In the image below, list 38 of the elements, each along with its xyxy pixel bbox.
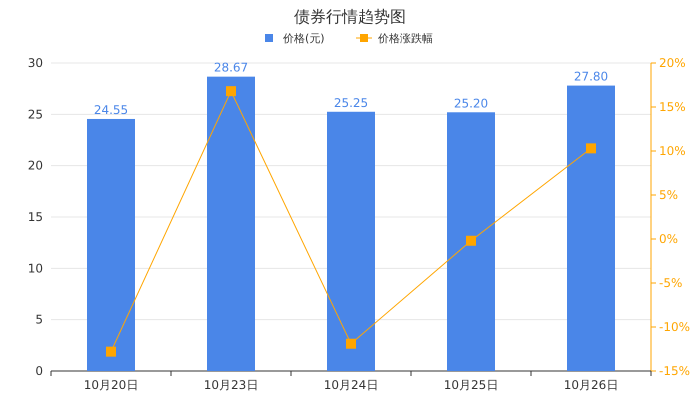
- y-tick-label: 0: [35, 364, 43, 378]
- legend-label: 价格涨跌幅: [377, 32, 433, 45]
- y2-tick-label: 0%: [659, 232, 678, 246]
- y2-tick-label: 20%: [659, 56, 686, 70]
- y-tick-label: 25: [28, 107, 43, 122]
- data-label: 24.55: [94, 102, 128, 117]
- y-tick-label: 15: [28, 210, 43, 224]
- bar: [447, 112, 495, 371]
- point: [466, 236, 476, 246]
- bar: [207, 76, 255, 371]
- y2-tick-label: -5%: [659, 276, 682, 290]
- point: [106, 346, 116, 357]
- point: [586, 143, 596, 154]
- x-tick-label: 10月26日: [564, 378, 618, 392]
- x-tick-label: 10月24日: [324, 378, 378, 392]
- y2-tick-label: -15%: [659, 364, 690, 378]
- chart-title: 债券行情趋势图: [294, 7, 406, 26]
- point: [346, 338, 356, 349]
- y2-tick-label: 15%: [659, 100, 686, 114]
- point: [226, 86, 236, 96]
- x-tick-label: 10月23日: [204, 378, 258, 392]
- y2-tick-label: -10%: [659, 320, 690, 334]
- y-tick-label: 20: [28, 158, 43, 173]
- y2-tick-label: 5%: [659, 188, 678, 202]
- bar: [327, 112, 375, 371]
- y-tick-label: 5: [35, 312, 43, 327]
- data-label: 27.80: [574, 70, 608, 84]
- data-label: 25.20: [454, 96, 488, 110]
- x-tick-label: 10月20日: [84, 378, 138, 392]
- data-label: 25.25: [334, 96, 368, 110]
- bar: [87, 118, 135, 371]
- legend-label: 价格(元): [282, 32, 325, 45]
- x-tick-label: 10月25日: [444, 378, 498, 392]
- data-label: 28.67: [214, 60, 248, 75]
- bar: [567, 86, 615, 371]
- y-tick-label: 30: [28, 56, 43, 70]
- y-tick-label: 10: [28, 261, 43, 276]
- y2-tick-label: 10%: [659, 144, 686, 158]
